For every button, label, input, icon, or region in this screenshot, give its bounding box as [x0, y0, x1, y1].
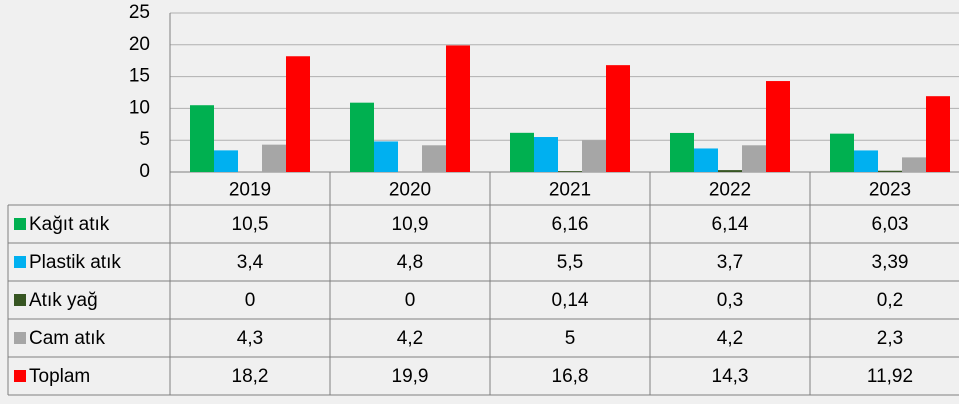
bar: [558, 171, 582, 172]
table-cell: 5: [565, 328, 576, 349]
table-cell: 4,8: [397, 252, 423, 273]
bar: [214, 150, 238, 172]
legend-label: Plastik atık: [29, 252, 121, 273]
x-tick-label: 2022: [709, 180, 751, 201]
bar: [350, 102, 374, 172]
bar: [286, 56, 310, 172]
bar: [902, 157, 926, 172]
table-cell: 11,92: [867, 366, 913, 387]
legend-label: Atık yağ: [29, 290, 98, 311]
bar: [718, 170, 742, 172]
legend-label: Cam atık: [29, 328, 106, 349]
legend-swatch: [14, 218, 26, 230]
bar: [670, 132, 694, 172]
table-cell: 0,2: [877, 290, 903, 311]
y-tick-label: 10: [129, 97, 150, 118]
legend-label: Kağıt atık: [29, 214, 110, 235]
table-cell: 0: [245, 290, 256, 311]
bar: [606, 65, 630, 172]
table-cell: 4,2: [717, 328, 743, 349]
x-tick-label: 2020: [389, 180, 431, 201]
bar: [926, 96, 950, 172]
bar: [742, 145, 766, 172]
bar: [510, 132, 534, 172]
table-cell: 18,2: [232, 366, 269, 387]
bar: [374, 141, 398, 172]
table-cell: 4,2: [397, 328, 423, 349]
bar: [582, 140, 606, 172]
legend-swatch: [14, 332, 26, 344]
bar: [830, 133, 854, 172]
x-tick-label: 2021: [549, 180, 591, 201]
table-cell: 10,9: [392, 214, 429, 235]
table-cell: 3,7: [717, 252, 743, 273]
table-cell: 0,3: [717, 290, 743, 311]
table-cell: 5,5: [557, 252, 583, 273]
x-tick-label: 2019: [229, 180, 271, 201]
table-cell: 19,9: [392, 366, 429, 387]
table-cell: 6,16: [552, 214, 589, 235]
x-tick-label: 2023: [869, 180, 911, 201]
y-tick-label: 20: [129, 34, 150, 55]
table-cell: 6,03: [872, 214, 909, 235]
legend-swatch: [14, 294, 26, 306]
bar: [854, 150, 878, 172]
table-cell: 14,3: [712, 366, 749, 387]
legend-swatch: [14, 370, 26, 382]
y-tick-label: 15: [129, 66, 150, 87]
y-tick-label: 0: [139, 161, 150, 182]
table-cell: 10,5: [232, 214, 269, 235]
y-tick-label: 5: [139, 129, 150, 150]
table-cell: 3,39: [872, 252, 909, 273]
bar: [190, 105, 214, 172]
bar: [262, 144, 286, 172]
table-cell: 3,4: [237, 252, 264, 273]
table-cell: 16,8: [552, 366, 589, 387]
legend-swatch: [14, 256, 26, 268]
y-tick-label: 25: [129, 2, 150, 23]
table-cell: 0,14: [552, 290, 589, 311]
table-cell: 0: [405, 290, 416, 311]
bar: [878, 170, 902, 172]
bar: [446, 45, 470, 172]
legend-label: Toplam: [29, 366, 90, 387]
bar: [422, 145, 446, 172]
table-cell: 2,3: [877, 328, 903, 349]
table-cell: 4,3: [237, 328, 263, 349]
table-cell: 6,14: [712, 214, 749, 235]
bar: [534, 137, 558, 172]
bar: [766, 81, 790, 172]
bar: [694, 148, 718, 172]
